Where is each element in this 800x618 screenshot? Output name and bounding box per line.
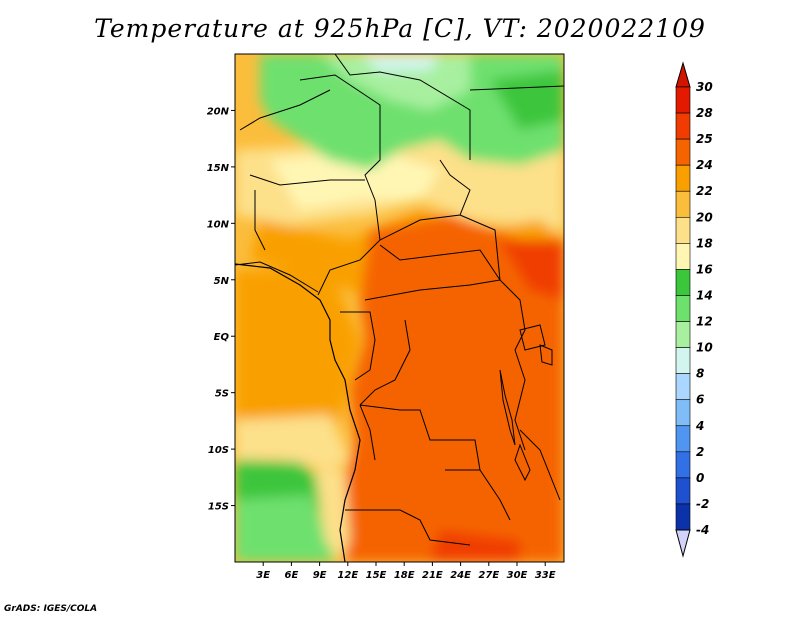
great-lakes bbox=[499, 324, 553, 482]
colorbar-swatch bbox=[675, 112, 691, 140]
colorbar-swatch bbox=[675, 451, 691, 479]
colorbar-swatch bbox=[675, 164, 691, 192]
lon-tick-label: 12E bbox=[337, 570, 358, 581]
chart-title: Temperature at 925hPa [C], VT: 202002210… bbox=[94, 14, 706, 43]
lon-tick-label: 18E bbox=[394, 570, 415, 581]
lat-tick-label: 15N bbox=[207, 163, 230, 174]
colorbar-label: 30 bbox=[696, 80, 713, 94]
colorbar-label: 25 bbox=[696, 132, 713, 146]
colorbar-swatch bbox=[675, 295, 691, 322]
lon-tick-label: 21E bbox=[422, 570, 443, 581]
colorbar-swatch bbox=[675, 216, 691, 244]
colorbar-top-arrow bbox=[675, 61, 691, 88]
colorbar-label: 18 bbox=[696, 236, 713, 250]
lon-tick-label: 15E bbox=[366, 570, 387, 581]
footer-credit: GrADS: IGES/COLA bbox=[4, 604, 98, 614]
lon-tick-label: 27E bbox=[478, 570, 499, 581]
lon-tick-label: 24E bbox=[450, 570, 471, 581]
lon-tick-label: 3E bbox=[256, 570, 270, 581]
colorbar-swatch bbox=[675, 503, 691, 531]
country-borders bbox=[235, 54, 564, 546]
lat-tick-label: 5N bbox=[214, 276, 230, 287]
colorbar-label: 24 bbox=[696, 158, 713, 172]
colorbar-swatch bbox=[675, 399, 691, 427]
colorbar-swatch bbox=[675, 347, 691, 374]
colorbar-label: 12 bbox=[696, 315, 713, 329]
colorbar-swatch bbox=[675, 321, 691, 348]
colorbar-label: 6 bbox=[696, 393, 704, 407]
coastline bbox=[235, 263, 361, 562]
map-frame bbox=[234, 53, 565, 563]
colorbar-swatch bbox=[675, 243, 691, 270]
colorbar-label: 0 bbox=[696, 471, 704, 485]
colorbar-label: 14 bbox=[696, 288, 713, 302]
lon-tick-label: 9E bbox=[313, 570, 327, 581]
colorbar-swatch bbox=[675, 138, 691, 166]
colorbar-label: 28 bbox=[696, 106, 713, 120]
colorbar-label: 4 bbox=[695, 419, 704, 433]
colorbar-label: 22 bbox=[696, 184, 713, 198]
colorbar-bottom-arrow bbox=[675, 529, 691, 558]
lon-tick-label: 33E bbox=[535, 570, 556, 581]
colorbar-label: 2 bbox=[696, 445, 704, 459]
colorbar-label: -4 bbox=[696, 523, 709, 537]
map-axes: 3E 6E 9E 12E 15E 18E 21E 24E 27E 30E 33E 20N 15N 10N 5… bbox=[207, 106, 556, 581]
lat-tick-label: 5S bbox=[215, 389, 229, 400]
colorbar-label: 16 bbox=[696, 262, 713, 276]
colorbar-swatch bbox=[675, 190, 691, 218]
colorbar-swatch bbox=[675, 477, 691, 505]
lat-tick-label: EQ bbox=[214, 332, 230, 343]
colorbar-swatch bbox=[675, 373, 691, 401]
colorbar-label: -2 bbox=[696, 497, 709, 511]
colorbar-label: 8 bbox=[696, 367, 704, 381]
colorbar-swatch bbox=[675, 425, 691, 453]
lon-tick-label: 6E bbox=[285, 570, 299, 581]
colorbar-swatch bbox=[675, 86, 691, 114]
temperature-field bbox=[235, 54, 564, 562]
lat-tick-label: 15S bbox=[208, 502, 229, 513]
colorbar-label: 20 bbox=[696, 210, 713, 224]
colorbar-label: 10 bbox=[696, 341, 713, 355]
lat-tick-label: 20N bbox=[207, 106, 230, 117]
colorbar-swatch bbox=[675, 269, 691, 296]
lat-tick-label: 10S bbox=[208, 445, 229, 456]
lat-tick-label: 10N bbox=[207, 219, 230, 230]
lon-tick-label: 30E bbox=[507, 570, 528, 581]
